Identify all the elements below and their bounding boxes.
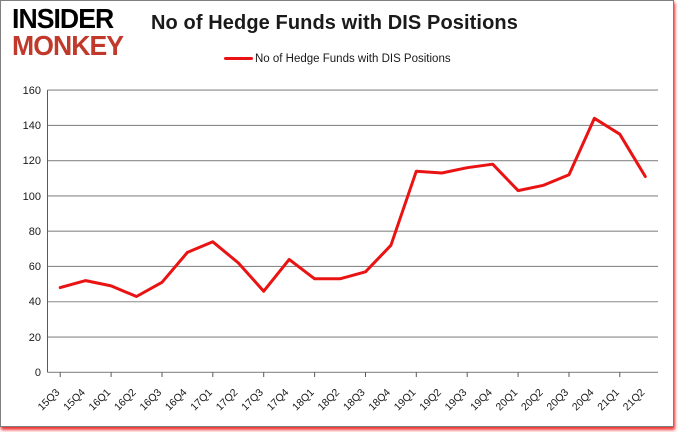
svg-text:15Q3: 15Q3 xyxy=(36,387,63,414)
svg-text:19Q3: 19Q3 xyxy=(443,387,470,414)
svg-text:20Q3: 20Q3 xyxy=(544,387,571,414)
svg-text:16Q1: 16Q1 xyxy=(87,387,114,414)
svg-text:17Q2: 17Q2 xyxy=(214,387,241,414)
svg-text:17Q4: 17Q4 xyxy=(265,387,292,414)
svg-text:19Q1: 19Q1 xyxy=(392,387,419,414)
svg-text:20Q1: 20Q1 xyxy=(494,387,521,414)
svg-text:140: 140 xyxy=(23,120,41,132)
svg-text:18Q1: 18Q1 xyxy=(290,387,317,414)
svg-text:21Q1: 21Q1 xyxy=(595,387,622,414)
svg-text:16Q3: 16Q3 xyxy=(137,387,164,414)
svg-text:160: 160 xyxy=(23,85,41,97)
svg-text:120: 120 xyxy=(23,155,41,167)
svg-text:80: 80 xyxy=(29,226,41,238)
svg-text:0: 0 xyxy=(35,367,41,379)
svg-text:18Q2: 18Q2 xyxy=(315,387,342,414)
svg-text:18Q3: 18Q3 xyxy=(341,387,368,414)
svg-text:18Q4: 18Q4 xyxy=(366,387,393,414)
svg-text:100: 100 xyxy=(23,191,41,203)
svg-text:20Q2: 20Q2 xyxy=(519,387,546,414)
svg-text:16Q2: 16Q2 xyxy=(112,387,139,414)
svg-text:17Q3: 17Q3 xyxy=(239,387,266,414)
svg-text:21Q2: 21Q2 xyxy=(621,387,648,414)
svg-text:19Q4: 19Q4 xyxy=(468,387,495,414)
svg-text:17Q1: 17Q1 xyxy=(188,387,215,414)
svg-text:19Q2: 19Q2 xyxy=(417,387,444,414)
svg-text:16Q4: 16Q4 xyxy=(163,387,190,414)
svg-text:20: 20 xyxy=(29,332,41,344)
svg-text:15Q4: 15Q4 xyxy=(61,387,88,414)
svg-text:60: 60 xyxy=(29,261,41,273)
svg-text:40: 40 xyxy=(29,296,41,308)
svg-text:20Q4: 20Q4 xyxy=(570,387,597,414)
